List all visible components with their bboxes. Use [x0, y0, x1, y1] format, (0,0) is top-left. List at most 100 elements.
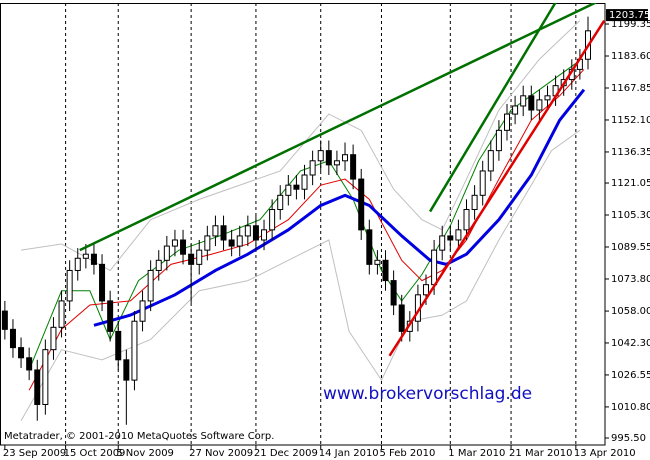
candle-body — [277, 194, 284, 211]
candle-body — [212, 225, 219, 237]
candle-body — [447, 235, 454, 241]
candle-body — [471, 194, 478, 211]
candle-body — [325, 150, 332, 166]
x-tick-label: 21 Dec 2009 — [254, 448, 318, 459]
candle-body — [74, 257, 81, 271]
candle-body — [504, 113, 511, 131]
trendline — [428, 3, 557, 213]
trendline — [388, 19, 605, 357]
candle-body — [50, 326, 57, 351]
candle-body — [42, 349, 49, 405]
y-tick-label: 1105.30 — [611, 210, 650, 221]
candle-body — [358, 178, 365, 231]
candle-body — [244, 225, 251, 237]
y-tick-label: 1121.05 — [611, 178, 650, 189]
candle-body — [196, 249, 203, 265]
candle-body — [139, 300, 146, 322]
y-tick-label: 1026.55 — [611, 370, 650, 381]
candle-body — [171, 239, 178, 247]
y-tick-label: 1089.55 — [611, 242, 650, 253]
candle-body — [374, 259, 381, 265]
candle-body — [333, 160, 340, 166]
plot-frame — [0, 3, 606, 446]
candle-body — [228, 239, 235, 247]
candle-body — [82, 253, 89, 259]
candle-body — [1, 310, 8, 330]
indicator-line — [20, 20, 581, 272]
candle-body — [544, 95, 551, 101]
candle-body — [236, 235, 243, 247]
y-tick-label: 1183.60 — [611, 51, 650, 62]
candle-body — [188, 253, 195, 265]
candle-body — [123, 359, 130, 381]
candle-body — [398, 304, 405, 332]
candle-body — [147, 269, 154, 302]
candle-body — [512, 105, 519, 115]
last-price-box — [606, 9, 648, 22]
copyright: Metatrader, © 2001-2010 MetaQuotes Softw… — [4, 431, 274, 442]
y-tick-label: 1152.10 — [611, 115, 650, 126]
candle-body — [431, 249, 438, 286]
indicator-line — [28, 69, 585, 391]
candle-body — [463, 209, 470, 231]
candle-body — [163, 245, 170, 261]
candle-body — [350, 154, 357, 180]
candle-body — [423, 284, 430, 296]
candle-body — [455, 229, 462, 241]
candle-body — [107, 300, 114, 332]
y-tick-label: 1010.80 — [611, 402, 650, 413]
candle-body — [309, 160, 316, 176]
candle-body — [34, 369, 41, 405]
candle-body — [180, 239, 187, 255]
indicator-line — [93, 88, 586, 327]
candle-body — [90, 253, 97, 265]
x-tick-label: 14 Jan 2010 — [319, 448, 379, 459]
y-tick-label: 1167.85 — [611, 83, 650, 94]
candle-body — [26, 357, 33, 371]
trendline — [79, 3, 597, 252]
x-tick-label: 13 Apr 2010 — [574, 448, 636, 459]
candle-body — [487, 150, 494, 172]
y-tick-label: 1136.35 — [611, 147, 650, 158]
candle-body — [252, 225, 259, 241]
candle-body — [495, 129, 502, 152]
axes: 995.50 1010.80 1026.55 1042.30 1058.00 1073.8… — [3, 9, 650, 459]
candle-body — [439, 235, 446, 251]
grid — [65, 3, 577, 445]
candle-body — [342, 154, 349, 162]
y-tick-label: 1199.35 — [611, 19, 650, 30]
candle-body — [155, 259, 162, 271]
candle-body — [382, 259, 389, 282]
candle-body — [66, 269, 73, 302]
candle-body — [204, 235, 211, 251]
y-tick-label: 995.50 — [611, 433, 646, 444]
x-tick-label: 27 Nov 2009 — [189, 448, 253, 459]
candle-body — [220, 225, 227, 241]
y-tick-label: 1042.30 — [611, 338, 650, 349]
candle-body — [131, 320, 138, 381]
x-tick-label: 23 Sep 2009 — [3, 448, 66, 459]
x-tick-label: 5 Nov 2009 — [116, 448, 174, 459]
x-tick-label: 21 Mar 2010 — [509, 448, 572, 459]
candle-body — [261, 229, 268, 241]
candle-body — [528, 95, 535, 111]
watermark: www.brokervorschlag.de — [323, 384, 532, 404]
candle-body — [317, 150, 324, 162]
candle-body — [9, 328, 16, 349]
y-tick-label: 1073.80 — [611, 274, 650, 285]
candle-body — [520, 95, 527, 107]
candle-body — [366, 229, 373, 265]
candle-body — [536, 99, 543, 111]
y-tick-label: 1058.00 — [611, 306, 650, 317]
x-tick-label: 5 Feb 2010 — [379, 448, 435, 459]
candle-body — [293, 184, 300, 190]
candle-body — [58, 300, 65, 328]
candle-body — [301, 174, 308, 190]
candle-body — [115, 330, 122, 361]
candle-body — [269, 209, 276, 231]
x-tick-label: 1 Mar 2010 — [448, 448, 505, 459]
candle-body — [99, 263, 106, 302]
x-tick-label: 15 Oct 2009 — [64, 448, 126, 459]
trendlines — [79, 3, 605, 357]
